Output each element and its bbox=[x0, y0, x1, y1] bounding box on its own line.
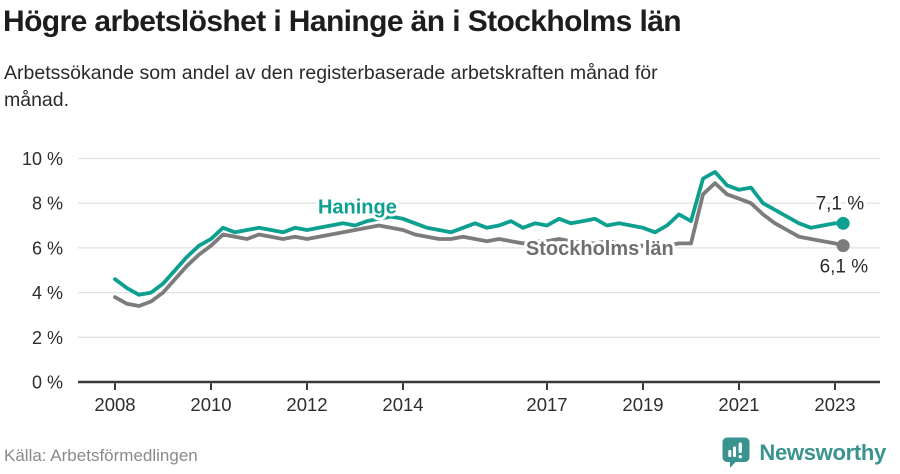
x-tick-label: 2023 bbox=[814, 394, 855, 415]
stockholm-end-value: 6,1 % bbox=[820, 257, 869, 278]
exclamation-bar bbox=[739, 442, 743, 453]
chart-title: Högre arbetslöshet i Haninge än i Stockh… bbox=[3, 5, 682, 38]
source-note: Källa: Arbetsförmedlingen bbox=[4, 446, 198, 465]
y-tick-label: 8 % bbox=[32, 194, 63, 214]
x-tick-label: 2021 bbox=[718, 394, 759, 415]
exclamation-dot bbox=[739, 455, 743, 459]
x-tick-label: 2010 bbox=[190, 394, 231, 415]
brand-wordmark: Newsworthy bbox=[759, 439, 886, 465]
stockholm-end-dot bbox=[836, 239, 850, 253]
line-chart: 0 % 2 % 4 % 6 % 8 % 10 % 2008 2010 2012 2014 2017 2… bbox=[22, 149, 880, 415]
haninge-end-value: 7,1 % bbox=[816, 193, 865, 214]
stockholm-series-label: Stockholms län bbox=[526, 238, 674, 260]
y-tick-label: 2 % bbox=[32, 328, 63, 348]
x-tick-label: 2008 bbox=[94, 394, 135, 415]
brand-logo: Newsworthy bbox=[722, 437, 886, 468]
y-tick-label: 6 % bbox=[32, 238, 63, 258]
chart-subtitle: Arbetssökande som andel av den registerb… bbox=[4, 62, 658, 111]
haninge-series-label: Haninge bbox=[318, 197, 397, 219]
bar-tall bbox=[733, 446, 737, 457]
newsworthy-icon bbox=[722, 437, 750, 468]
haninge-line bbox=[113, 170, 846, 297]
y-tick-label: 0 % bbox=[32, 373, 63, 393]
haninge-end-dot bbox=[836, 216, 850, 230]
stockholm-line bbox=[113, 181, 846, 308]
x-tick-label: 2017 bbox=[526, 394, 567, 415]
x-tick-label: 2019 bbox=[622, 394, 663, 415]
bar-small bbox=[728, 450, 732, 457]
x-tick-label: 2014 bbox=[382, 394, 423, 415]
y-tick-label: 10 % bbox=[22, 149, 63, 169]
y-tick-label: 4 % bbox=[32, 283, 63, 303]
x-tick-label: 2012 bbox=[286, 394, 327, 415]
